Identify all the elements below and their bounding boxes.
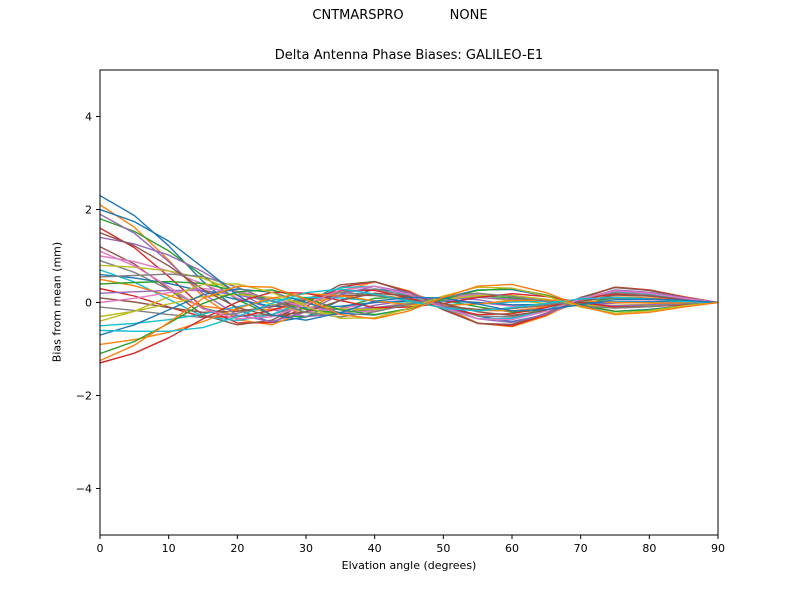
x-tick-label: 90 [711,542,725,555]
series-line-line-27 [100,250,718,321]
series-line-line-31 [100,208,718,321]
series-line-line-28 [100,273,718,318]
x-tick-label: 50 [436,542,450,555]
y-tick-label: −2 [76,390,92,403]
series-line-line-25 [100,213,718,324]
y-tick-label: 2 [85,204,92,217]
chart-title: Delta Antenna Phase Biases: GALILEO-E1 [274,48,544,63]
x-tick-label: 20 [230,542,244,555]
x-tick-label: 60 [505,542,519,555]
series-line-line-24 [100,291,718,364]
series-line-line-32 [100,283,718,362]
x-tick-label: 40 [368,542,382,555]
x-tick-label: 0 [97,542,104,555]
y-tick-label: 0 [85,297,92,310]
suptitle: CNTMARSPRO NONE [0,8,800,23]
y-tick-label: −4 [76,483,92,496]
series-group [100,194,718,364]
series-line-line-29 [100,283,718,322]
suptitle-left: CNTMARSPRO [312,8,404,23]
x-tick-label: 10 [162,542,176,555]
x-tick-label: 30 [299,542,313,555]
x-tick-label: 70 [574,542,588,555]
y-tick-label: 4 [85,111,92,124]
series-line-line-30 [100,288,718,332]
y-axis-label: Bias from mean (mm) [50,241,64,363]
suptitle-right: NONE [449,8,488,23]
x-tick-label: 80 [642,542,656,555]
series-line-line-26 [100,232,718,317]
x-axis-label: Elvation angle (degrees) [341,559,477,572]
